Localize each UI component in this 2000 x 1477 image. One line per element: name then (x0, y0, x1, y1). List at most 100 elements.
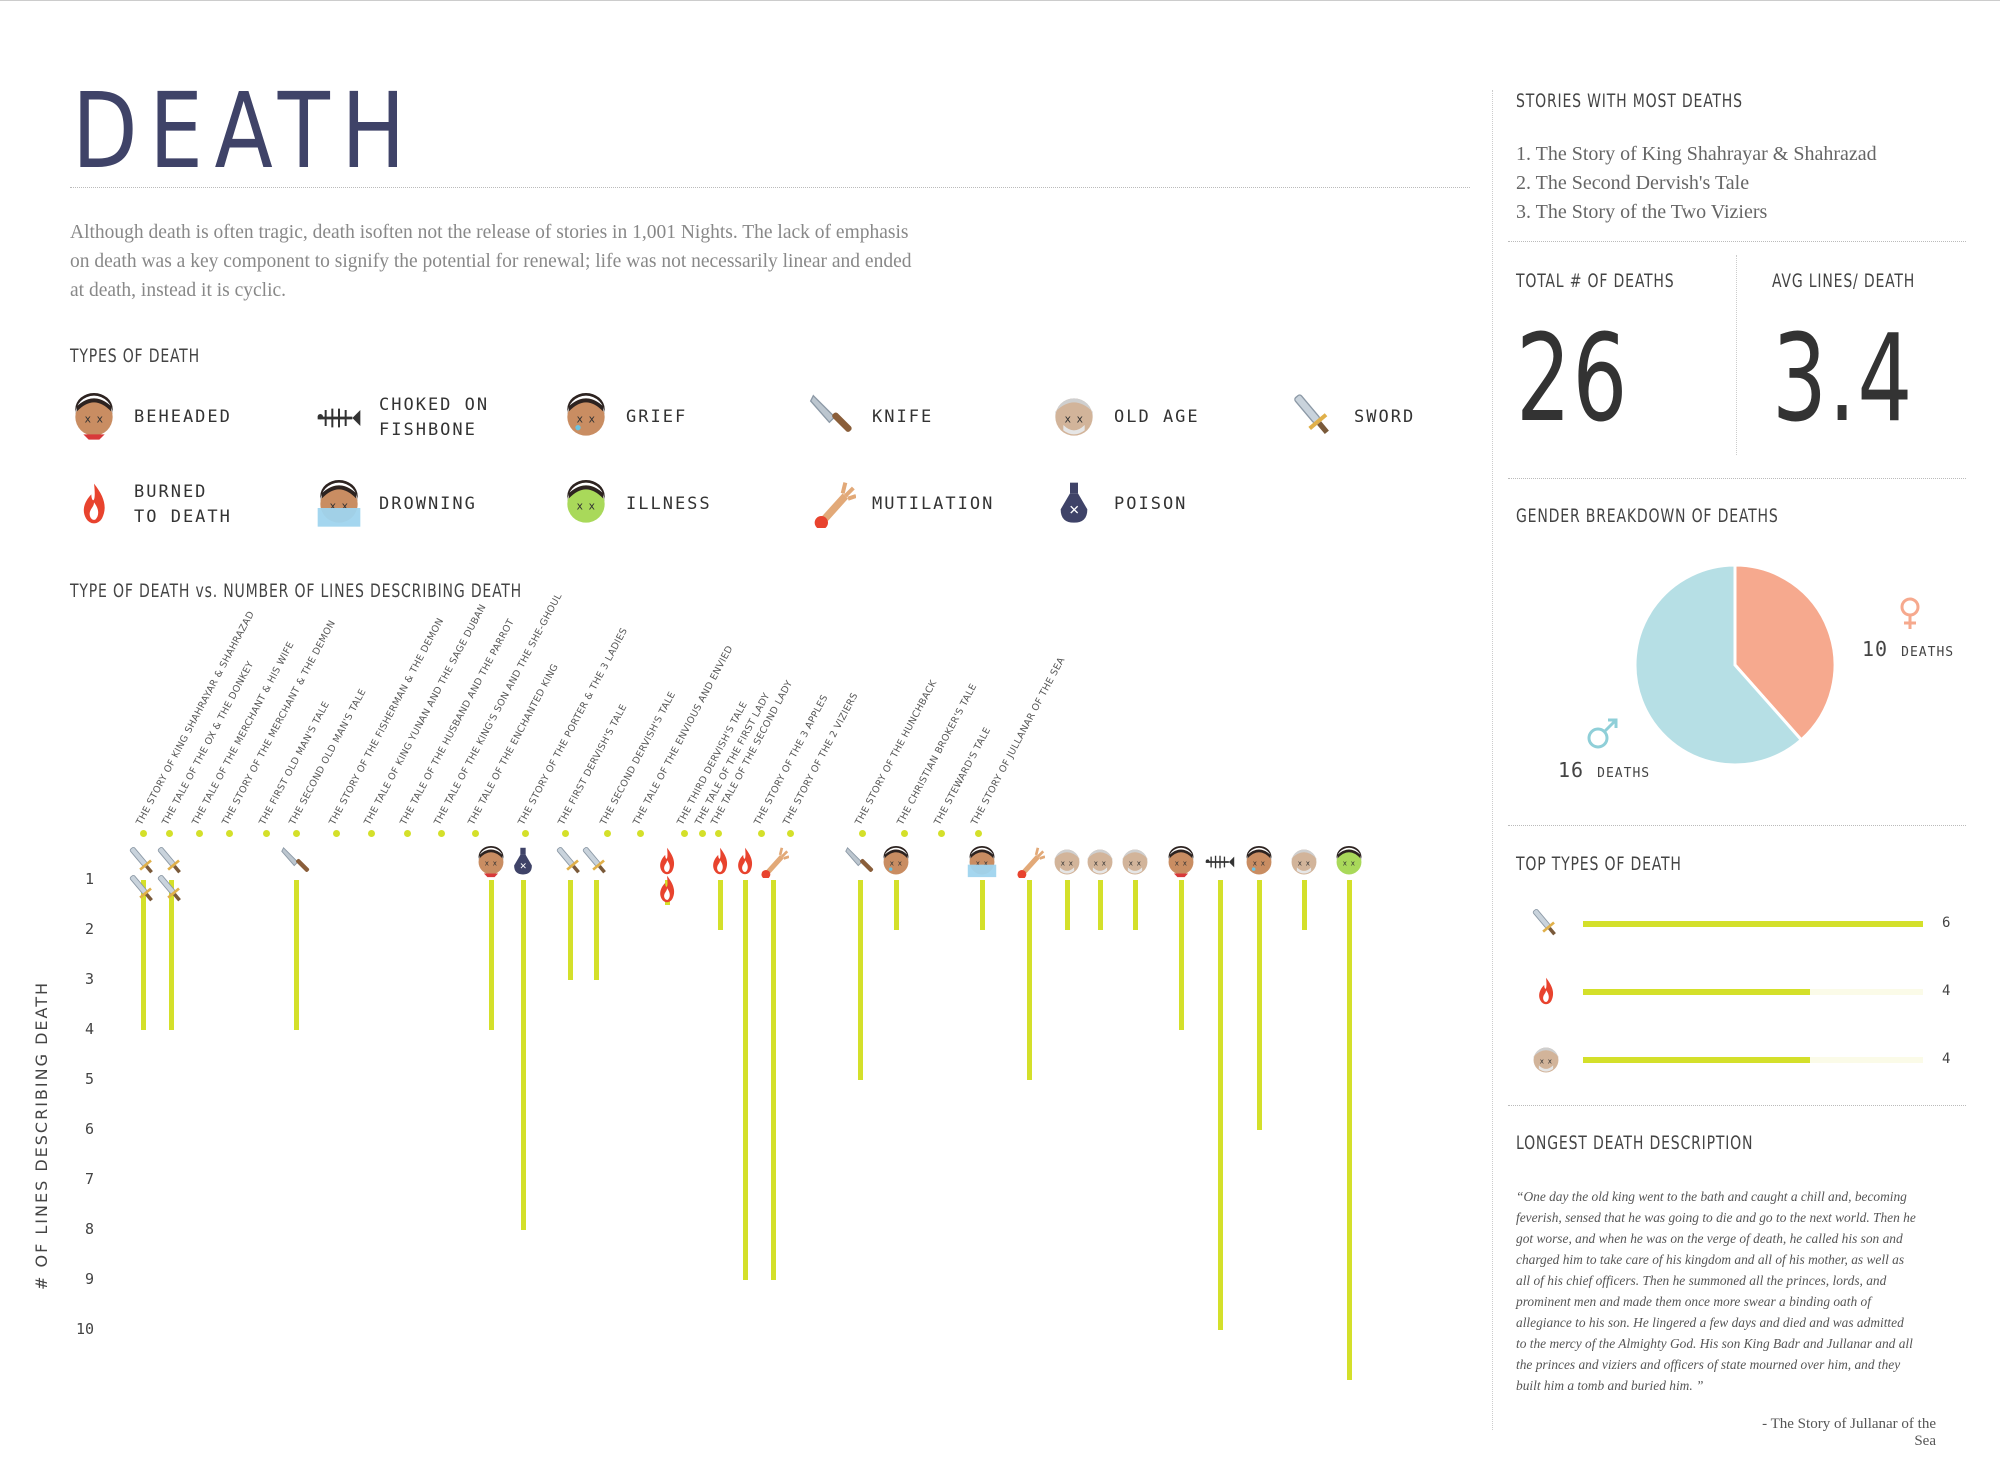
legend-icon-wrap (1050, 480, 1098, 528)
story-marker (859, 830, 866, 837)
legend-label: GRIEF (626, 406, 688, 427)
severed-arm-icon (760, 846, 789, 878)
list-item: 2. The Second Dervish's Tale (1516, 172, 1750, 194)
story-marker (699, 830, 706, 837)
top-border (0, 0, 2000, 1)
old-face-icon (1533, 1047, 1559, 1073)
death-bar (1257, 880, 1262, 1130)
legend-item: CHOKED ON FISHBONE (315, 393, 489, 443)
legend-item: MUTILATION (808, 480, 994, 528)
story-marker (333, 830, 340, 837)
old-face-icon (1087, 849, 1113, 875)
legend-icon-wrap (808, 393, 856, 441)
death-bar (718, 880, 723, 930)
story-marker (975, 830, 982, 837)
story-marker (472, 830, 479, 837)
death-bar (743, 880, 748, 1280)
flame-icon (660, 875, 675, 903)
legend-item: BURNED TO DEATH (70, 480, 232, 530)
divider (1508, 478, 1966, 479)
death-bar (1347, 880, 1352, 1380)
legend-label: SWORD (1354, 406, 1416, 427)
list-item: 1. The Story of King Shahrayar & Shahraz… (1516, 143, 1877, 165)
beheaded-face-icon (1165, 846, 1197, 878)
story-label: THE STORY OF THE HUNCHBACK (853, 678, 940, 827)
chart-heading: TYPE OF DEATH vs. NUMBER OF LINES DESCRI… (70, 580, 523, 602)
death-bar (568, 880, 573, 980)
death-bar (1027, 880, 1032, 1080)
top-type-bar (1583, 921, 1923, 927)
story-marker (522, 830, 529, 837)
legend-item: OLD AGE (1050, 393, 1200, 441)
story-marker (562, 830, 569, 837)
female-symbol-icon (1900, 597, 1920, 629)
death-bar (169, 880, 174, 1030)
gender-pie-chart (1633, 563, 1837, 767)
poison-bottle-icon (1060, 482, 1088, 523)
beheaded-face-icon (70, 393, 118, 441)
knife-icon (845, 847, 875, 874)
story-marker (637, 830, 644, 837)
legend-label: DROWNING (379, 493, 477, 514)
death-bar (294, 880, 299, 1030)
top-type-value: 6 (1942, 915, 1951, 931)
death-bar (141, 880, 146, 1030)
death-bar (1098, 880, 1103, 930)
legend-icon-wrap (808, 480, 856, 528)
story-marker (604, 830, 611, 837)
stories-heading: STORIES WITH MOST DEATHS (1516, 90, 1743, 112)
y-tick-label: 8 (84, 1220, 94, 1238)
top-type-bar (1583, 1057, 1810, 1063)
top-type-value: 4 (1942, 983, 1951, 999)
gender-heading: GENDER BREAKDOWN OF DEATHS (1516, 505, 1779, 527)
y-axis-title: # OF LINES DESCRIBING DEATH (32, 980, 51, 1290)
legend-icon-wrap (1050, 393, 1098, 441)
death-bar (894, 880, 899, 930)
y-tick-label: 5 (84, 1070, 94, 1088)
death-bar (1218, 880, 1223, 1330)
y-tick-label: 7 (84, 1170, 94, 1188)
grief-face-icon (880, 846, 912, 878)
legend-label: OLD AGE (1114, 406, 1200, 427)
y-tick-label: 2 (84, 920, 94, 938)
legend-icon-wrap (315, 480, 363, 528)
story-marker (938, 830, 945, 837)
divider (1508, 1105, 1966, 1106)
story-marker (787, 830, 794, 837)
drowning-face-icon (966, 846, 998, 878)
top-types-heading: TOP TYPES OF DEATH (1516, 853, 1682, 875)
male-deaths-label: 16 DEATHS (1558, 758, 1650, 782)
top-type-track (1583, 1057, 1923, 1063)
death-bar (771, 880, 776, 1280)
legend-label: ILLNESS (626, 493, 712, 514)
legend-icon-wrap (562, 480, 610, 528)
death-bar (980, 880, 985, 930)
story-label: THE FIRST DERVISH'S TALE (556, 702, 630, 827)
legend-item: KNIFE (808, 393, 933, 441)
story-marker (715, 830, 722, 837)
old-face-icon (1291, 849, 1317, 875)
story-marker (226, 830, 233, 837)
legend-icon-wrap (70, 481, 118, 529)
ill-face-icon (567, 480, 605, 523)
sidebar-divider (1492, 90, 1494, 1430)
story-marker (681, 830, 688, 837)
divider (1508, 825, 1966, 826)
y-tick-label: 1 (84, 870, 94, 888)
fishbone-icon (316, 407, 362, 429)
death-bar (594, 880, 599, 980)
old-face-icon (1055, 398, 1093, 436)
divider (1508, 241, 1966, 242)
female-deaths-unit: DEATHS (1901, 645, 1955, 660)
legend-label: CHOKED ON FISHBONE (379, 395, 490, 440)
flame-icon (83, 483, 105, 524)
longest-quote: “One day the old king went to the bath a… (1516, 1189, 1916, 1393)
legend-item: GRIEF (562, 393, 687, 441)
ill-face-icon (1336, 846, 1362, 875)
grief-face-icon (562, 393, 610, 441)
male-symbol-icon (1587, 718, 1618, 749)
avg-lines-value: 3.4 (1772, 310, 1914, 449)
top-type-track (1583, 989, 1923, 995)
page-title: DEATH (72, 70, 417, 192)
legend-label: BEHEADED (134, 406, 232, 427)
